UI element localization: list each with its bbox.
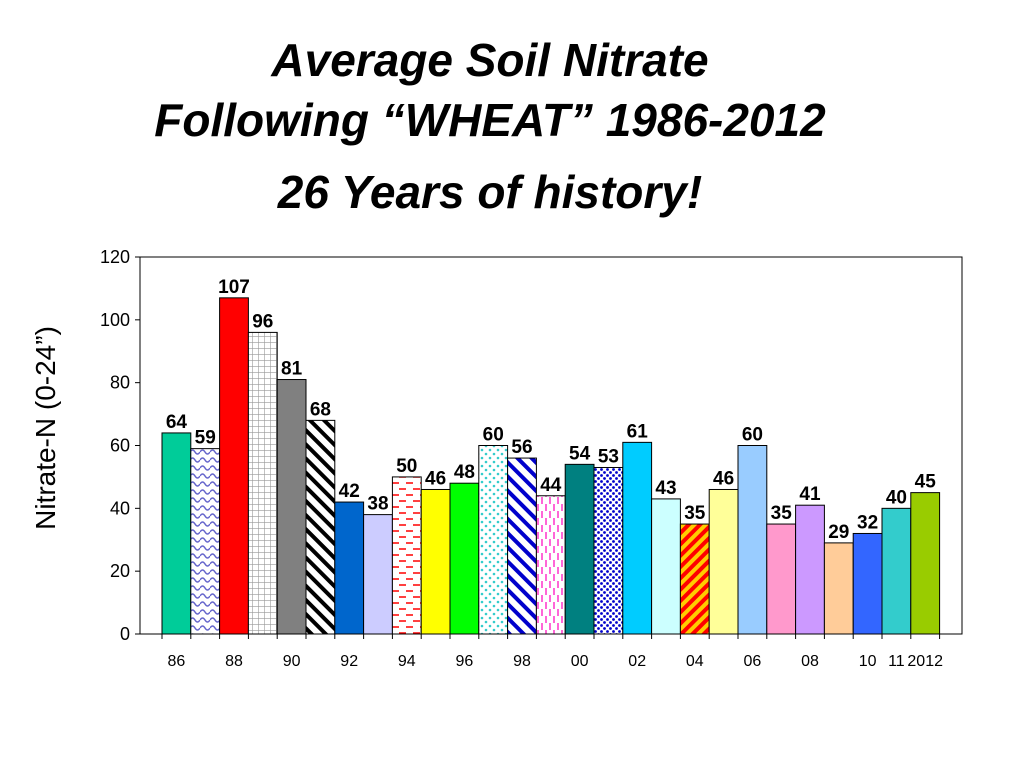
bar <box>766 523 797 635</box>
data-label: 35 <box>684 503 706 524</box>
data-label: 29 <box>828 522 849 543</box>
bar <box>219 297 249 635</box>
data-label: 35 <box>771 503 793 524</box>
data-label: 42 <box>339 481 360 502</box>
bar <box>190 448 221 635</box>
data-label: 68 <box>310 399 331 420</box>
data-label: 48 <box>454 462 475 483</box>
bar <box>161 432 192 635</box>
data-label: 81 <box>281 359 303 380</box>
data-label: 60 <box>483 425 504 446</box>
x-tick-label: 86 <box>168 653 186 670</box>
bar <box>593 466 624 635</box>
y-tick-label: 0 <box>120 624 130 644</box>
x-tick-label: 04 <box>686 653 704 670</box>
bar <box>823 542 854 635</box>
data-label: 45 <box>915 472 937 493</box>
data-label: 38 <box>367 494 388 515</box>
bar <box>507 457 537 635</box>
data-label: 60 <box>742 425 763 446</box>
x-tick-label: 08 <box>801 653 819 670</box>
data-label: 46 <box>713 468 734 489</box>
chart-title-block: Average Soil Nitrate Following “WHEAT” 1… <box>0 30 980 222</box>
x-tick-label: 96 <box>456 653 474 670</box>
x-tick-label: 90 <box>283 653 301 670</box>
bar <box>679 523 710 635</box>
y-tick-label: 120 <box>100 247 130 267</box>
bar <box>651 498 681 635</box>
data-label: 56 <box>511 437 532 458</box>
bar <box>535 495 566 635</box>
x-tick-label: 94 <box>398 653 416 670</box>
x-tick-label: 02 <box>628 653 646 670</box>
data-label: 53 <box>598 446 619 467</box>
bar <box>363 514 393 635</box>
data-label: 107 <box>218 277 250 298</box>
bar <box>795 504 825 635</box>
bar <box>910 492 941 635</box>
x-tick-label: 06 <box>744 653 762 670</box>
chart-title: Average Soil Nitrate <box>271 34 709 86</box>
data-label: 50 <box>396 456 417 477</box>
bar <box>334 501 365 635</box>
data-label: 59 <box>195 428 216 449</box>
x-tick-label: 00 <box>571 653 589 670</box>
chart-subtitle: 26 Years of history! <box>277 166 703 218</box>
x-tick-label: 92 <box>340 653 358 670</box>
bar <box>420 488 451 635</box>
y-tick-label: 60 <box>110 436 130 456</box>
bar <box>737 445 768 635</box>
y-axis-title: Nitrate-N (0-24”) <box>30 326 61 530</box>
data-label: 96 <box>252 311 273 332</box>
bar <box>564 463 595 635</box>
bar <box>881 507 912 635</box>
chart-title-line2: Following “WHEAT” 1986-2012 <box>154 94 826 146</box>
bar <box>276 379 307 635</box>
data-label: 64 <box>166 412 188 433</box>
data-label: 40 <box>886 487 907 508</box>
data-label: 44 <box>540 475 562 496</box>
bar <box>708 488 739 635</box>
bar <box>247 331 278 635</box>
data-label: 61 <box>627 421 649 442</box>
bar <box>449 482 480 635</box>
data-label: 41 <box>799 484 821 505</box>
x-tick-label: 10 <box>859 653 877 670</box>
y-tick-label: 20 <box>110 561 130 581</box>
y-tick-label: 40 <box>110 498 130 518</box>
bar <box>852 532 883 635</box>
data-label: 32 <box>857 512 878 533</box>
bar <box>305 419 336 635</box>
bar <box>622 441 653 635</box>
y-tick-label: 80 <box>110 373 130 393</box>
x-tick-label: 88 <box>225 653 243 670</box>
data-label: 46 <box>425 468 446 489</box>
data-label: 43 <box>655 478 676 499</box>
x-tick-label: 2012 <box>907 653 943 670</box>
x-tick-label: 11 <box>888 653 905 670</box>
data-label: 54 <box>569 443 591 464</box>
x-tick-label: 98 <box>513 653 531 670</box>
bar <box>391 476 422 635</box>
bar <box>478 445 509 635</box>
y-tick-label: 100 <box>100 310 130 330</box>
